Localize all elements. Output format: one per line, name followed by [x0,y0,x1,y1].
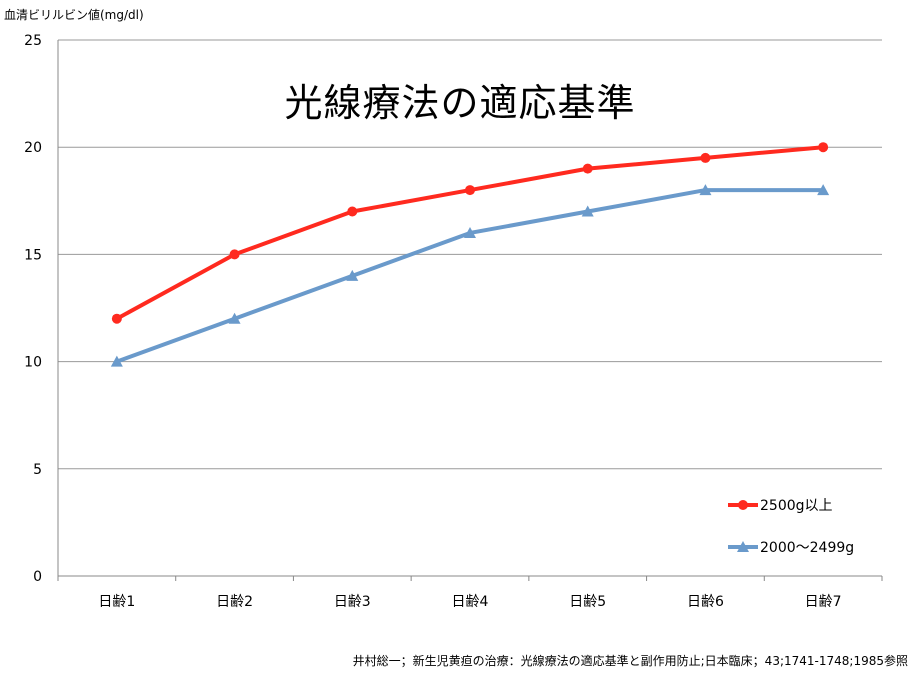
legend-label: 2000〜2499g [760,540,854,556]
data-point [700,152,711,163]
data-point [581,205,594,217]
data-point [111,313,122,324]
data-point [699,184,712,196]
data-point [110,355,123,367]
legend-marker [738,500,748,510]
x-tick-label: 日齢1 [98,594,135,610]
y-tick-label: 20 [24,140,42,156]
x-tick-label: 日齢2 [216,594,253,610]
data-point [465,185,475,196]
x-tick-label: 日齢5 [569,594,606,610]
y-tick-label: 0 [33,569,42,585]
x-tick-label: 日齢3 [334,594,371,610]
y-tick-label: 10 [24,355,42,371]
data-point [464,226,476,238]
x-tick-label: 日齢7 [805,594,842,610]
citation: 井村総一；新生児黄疸の治療：光線療法の適応基準と副作用防止;日本臨床；43;17… [352,654,908,668]
y-tick-label: 15 [24,247,42,263]
y-tick-label: 5 [33,462,42,478]
data-point [346,269,359,281]
data-point [229,249,240,260]
legend-label: 2500g以上 [760,498,833,514]
y-tick-label: 25 [24,33,42,49]
x-tick-label: 日齢6 [687,594,724,610]
x-tick-label: 日齢4 [452,594,489,610]
series-line [116,188,824,364]
data-point [818,142,829,153]
data-point [347,206,358,217]
legend-marker [737,541,749,552]
data-point [228,312,241,324]
data-point [582,163,593,174]
chart-title: 光線療法の適応基準 [284,81,636,125]
data-point [817,184,830,196]
y-axis-label: 血清ビリルビン値(mg/dl) [4,8,144,22]
